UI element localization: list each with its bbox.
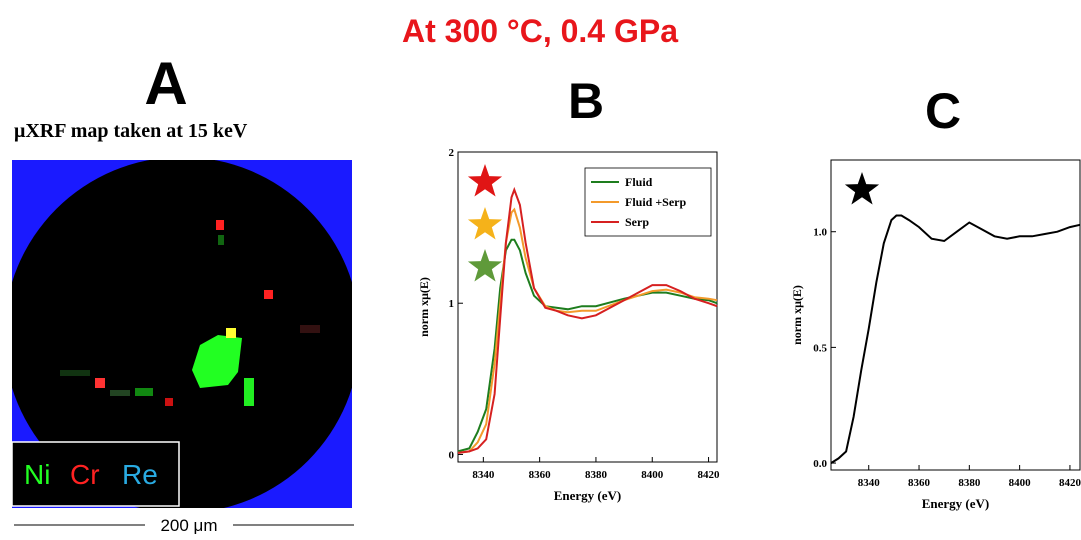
x-tick-label: 8420	[1059, 477, 1081, 489]
y-axis-label: norm xμ(E)	[417, 277, 431, 337]
data-line	[458, 210, 717, 453]
title: At 300 °C, 0.4 GPa	[402, 13, 678, 49]
scale-bar-label: 200 μm	[160, 516, 217, 535]
legend-label: Fluid +Serp	[625, 195, 687, 209]
x-axis-label: Energy (eV)	[922, 496, 990, 511]
map-legend-item: Cr	[70, 459, 100, 490]
panel-label: B	[568, 73, 604, 129]
y-tick-label: 0.5	[813, 342, 827, 354]
y-tick-label: 2	[449, 147, 455, 159]
y-tick-label: 1	[449, 298, 455, 310]
map-legend-item: Ni	[24, 459, 50, 490]
legend-label: Serp	[625, 215, 649, 229]
x-tick-label: 8380	[585, 469, 608, 481]
y-tick-label: 0	[449, 449, 455, 461]
legend-label: Fluid	[625, 175, 653, 189]
map-image	[4, 157, 360, 513]
x-tick-label: 8360	[908, 477, 931, 489]
y-tick-label: 1.0	[813, 227, 827, 239]
map-legend-item: Re	[122, 459, 158, 490]
figure: At 300 °C, 0.4 GPa A B C μXRF map taken …	[0, 0, 1081, 540]
data-line	[831, 216, 1080, 464]
x-tick-label: 8380	[958, 477, 981, 489]
panel-label: A	[144, 50, 187, 117]
panel-label: C	[925, 83, 961, 139]
y-axis-label: norm xμ(E)	[790, 285, 804, 345]
map-caption: μXRF map taken at 15 keV	[14, 120, 248, 142]
x-tick-label: 8420	[698, 469, 721, 481]
y-tick-label: 0.0	[813, 458, 827, 470]
x-tick-label: 8400	[1009, 477, 1032, 489]
x-tick-label: 8340	[858, 477, 881, 489]
page: At 300 °C, 0.4 GPa A B C μXRF map taken …	[0, 0, 1081, 540]
x-tick-label: 8340	[472, 469, 495, 481]
x-axis-label: Energy (eV)	[554, 488, 622, 503]
x-tick-label: 8400	[641, 469, 664, 481]
plot-frame	[831, 160, 1080, 470]
x-tick-label: 8360	[529, 469, 552, 481]
